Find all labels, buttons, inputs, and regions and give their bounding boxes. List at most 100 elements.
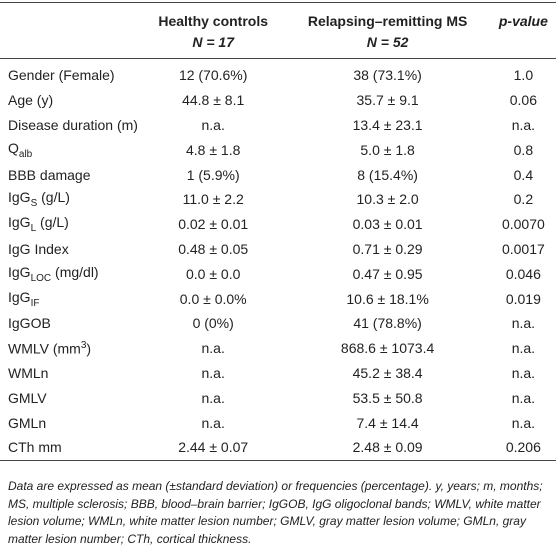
cell: n.a. <box>511 389 536 406</box>
row-label: WMLn <box>0 361 142 386</box>
cell: 0.019 <box>505 290 541 307</box>
row-label: IgGLOC (mg/dl) <box>0 261 142 286</box>
label-part: Age (y) <box>8 92 54 109</box>
row-label: IgGS (g/L) <box>0 187 142 212</box>
table-row: Disease duration (m) n.a. 13.4 ± 23.1 n.a. <box>0 113 556 138</box>
label-part: (g/L) <box>37 189 70 206</box>
cell: n.a. <box>201 340 225 357</box>
cell: 10.6 ± 18.1% <box>346 290 429 307</box>
data-table: Healthy controls N = 17 Relapsing–remittin… <box>0 2 556 461</box>
cell: 4.8 ± 1.8 <box>185 141 241 158</box>
label-part: IgG <box>8 288 31 305</box>
cell: 0.206 <box>505 439 541 456</box>
cell: n.a. <box>201 414 225 431</box>
table-row: Gender (Female) 12 (70.6%) 38 (73.1%) 1.0 <box>0 59 556 88</box>
row-label: IgGOB <box>0 311 142 336</box>
label-part: IgGOB <box>8 315 51 332</box>
row-label: Qalb <box>0 137 142 162</box>
row-label: Gender (Female) <box>0 59 142 88</box>
table-row: BBB damage 1 (5.9%) 8 (15.4%) 0.4 <box>0 162 556 187</box>
cell: 7.4 ± 14.4 <box>356 414 419 431</box>
column-n: N = 17 <box>192 34 234 50</box>
header-corner <box>0 3 142 59</box>
cell: 0.2 <box>513 191 534 208</box>
cell: 1.0 <box>513 67 534 84</box>
label-part: IF <box>30 297 40 309</box>
table-row: IgGL (g/L) 0.02 ± 0.01 0.03 ± 0.01 0.0070 <box>0 212 556 237</box>
row-label: CTh mm <box>0 435 142 460</box>
table-row: WMLV (mm3) n.a. 868.6 ± 1073.4 n.a. <box>0 336 556 361</box>
cell: n.a. <box>511 116 536 133</box>
column-header: p-value <box>491 3 556 59</box>
label-part: Disease duration (m) <box>8 116 138 133</box>
cell: 1 (5.9%) <box>186 166 240 183</box>
cell: 0.8 <box>513 141 534 158</box>
cell: n.a. <box>201 389 225 406</box>
label-part: WMLn <box>8 364 49 381</box>
column-title: Healthy controls <box>158 13 269 29</box>
cell: 35.7 ± 9.1 <box>356 92 419 109</box>
label-part: IgG <box>8 263 31 280</box>
cell: 5.0 ± 1.8 <box>360 141 415 158</box>
row-label: Age (y) <box>0 88 142 113</box>
table-row: GMLV n.a. 53.5 ± 50.8 n.a. <box>0 385 556 410</box>
label-part: IgG <box>8 189 31 206</box>
cell: 0.48 ± 0.05 <box>178 240 249 257</box>
label-part: L <box>30 223 37 235</box>
label-part: alb <box>18 148 33 160</box>
cell: 13.4 ± 23.1 <box>352 116 423 133</box>
cell: 10.3 ± 2.0 <box>356 191 419 208</box>
label-part: GMLn <box>8 414 47 431</box>
label-part: Gender (Female) <box>8 67 115 84</box>
cell: 0.03 ± 0.01 <box>352 216 423 233</box>
row-label: IgGIF <box>0 286 142 311</box>
cell: n.a. <box>511 414 536 431</box>
table-row: IgGIF 0.0 ± 0.0% 10.6 ± 18.1% 0.019 <box>0 286 556 311</box>
row-label: GMLn <box>0 410 142 435</box>
table-row: IgGLOC (mg/dl) 0.0 ± 0.0 0.47 ± 0.95 0.046 <box>0 261 556 286</box>
cell: 0.02 ± 0.01 <box>178 216 249 233</box>
footnote: Data are expressed as mean (±standard de… <box>8 479 543 546</box>
label-part: GMLV <box>8 389 47 406</box>
label-part: IgG Index <box>8 240 69 257</box>
column-header: Healthy controls N = 17 <box>142 3 285 59</box>
table-header: Healthy controls N = 17 Relapsing–remittin… <box>0 2 556 59</box>
table-row: GMLn n.a. 7.4 ± 14.4 n.a. <box>0 410 556 435</box>
label-part: LOC <box>30 272 52 284</box>
cell: n.a. <box>201 364 225 381</box>
column-n: N = 52 <box>366 34 409 50</box>
cell: 0.0 ± 0.0% <box>179 290 247 307</box>
table-row: WMLn n.a. 45.2 ± 38.4 n.a. <box>0 361 556 386</box>
cell: 41 (78.8%) <box>353 315 422 332</box>
cell: 0.046 <box>505 265 541 282</box>
cell: n.a. <box>511 315 536 332</box>
table-row: Age (y) 44.8 ± 8.1 35.7 ± 9.1 0.06 <box>0 88 556 113</box>
label-part: WMLV (mm <box>8 340 81 357</box>
row-label: WMLV (mm3) <box>0 336 142 361</box>
table-row: Qalb 4.8 ± 1.8 5.0 ± 1.8 0.8 <box>0 137 556 162</box>
label-part: BBB damage <box>8 166 91 183</box>
table-row: IgGS (g/L) 11.0 ± 2.2 10.3 ± 2.0 0.2 <box>0 187 556 212</box>
cell: 12 (70.6%) <box>178 67 248 84</box>
column-title: p-value <box>498 13 548 29</box>
table-row: IgG Index 0.48 ± 0.05 0.71 ± 0.29 0.0017 <box>0 237 556 262</box>
label-part: IgG <box>8 214 31 231</box>
cell: 53.5 ± 50.8 <box>352 389 423 406</box>
cell: 868.6 ± 1073.4 <box>340 340 435 357</box>
cell: 45.2 ± 38.4 <box>352 364 423 381</box>
row-label: IgGL (g/L) <box>0 212 142 237</box>
table-row: IgGOB 0 (0%) 41 (78.8%) n.a. <box>0 311 556 336</box>
cell: 0.4 <box>513 166 534 183</box>
cell: n.a. <box>511 340 536 357</box>
cell: 44.8 ± 8.1 <box>182 92 245 109</box>
label-part: S <box>30 198 38 210</box>
row-label: BBB damage <box>0 162 142 187</box>
label-part: CTh mm <box>8 439 62 456</box>
cell: 2.44 ± 0.07 <box>178 439 249 456</box>
row-label: Disease duration (m) <box>0 113 142 138</box>
row-label: IgG Index <box>0 237 142 262</box>
cell: 0.0070 <box>501 216 545 233</box>
cell: 0.71 ± 0.29 <box>352 240 423 257</box>
cell: 0.06 <box>509 92 537 109</box>
table-body: Gender (Female) 12 (70.6%) 38 (73.1%) 1.0 Ag… <box>0 59 556 461</box>
